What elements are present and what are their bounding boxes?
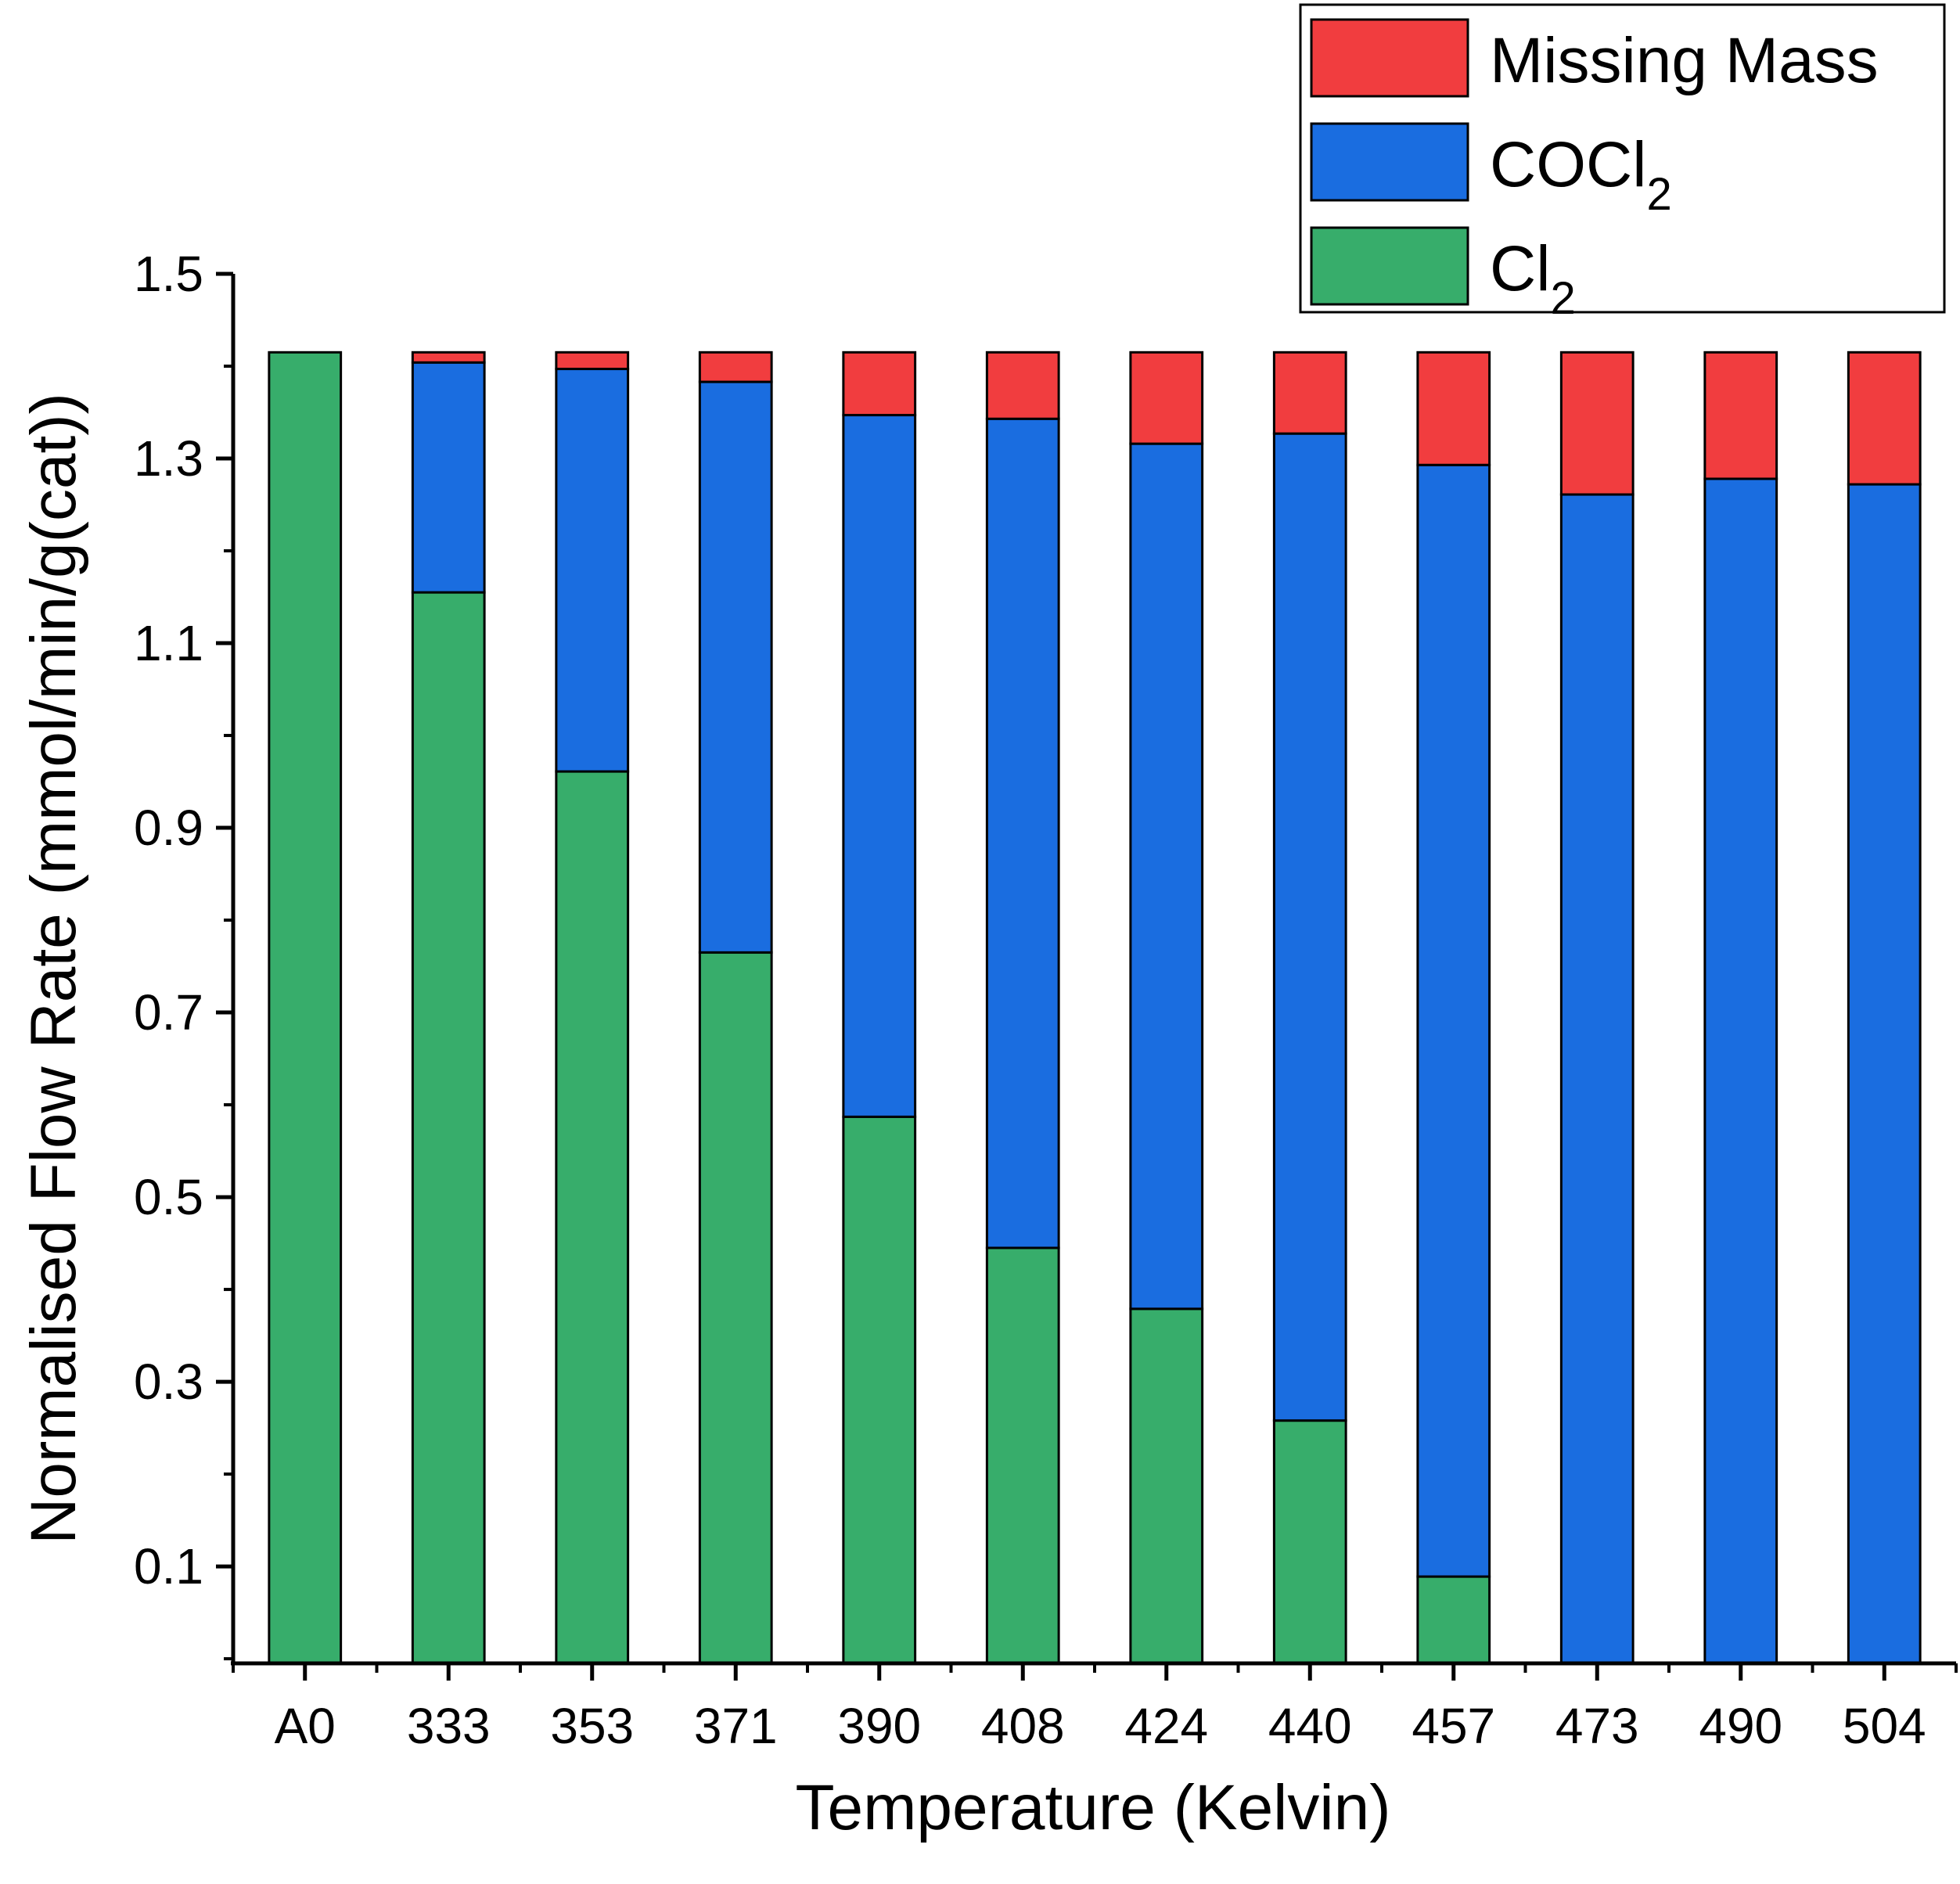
y-tick-label: 0.5 (134, 1169, 203, 1225)
y-axis-title: Normalised Flow Rate (mmol/min/g(cat)) (18, 393, 89, 1544)
bar-segment-missing-mass-457 (1416, 351, 1491, 466)
legend-label-cocl2: COCl2 (1490, 129, 1672, 220)
bar-segment-cocl2-440 (1272, 432, 1347, 1422)
bar-segment-missing-mass-490 (1703, 351, 1778, 480)
x-tick-label: 353 (550, 1698, 634, 1754)
bar-segment-missing-mass-440 (1272, 351, 1347, 435)
bar-segment-missing-mass-408 (985, 351, 1060, 420)
y-tick-label: 1.3 (134, 430, 203, 487)
legend-swatch-cl2 (1310, 226, 1469, 306)
x-tick-label: 424 (1124, 1698, 1208, 1754)
bar-segment-missing-mass-371 (698, 351, 773, 383)
legend-swatch-cocl2 (1310, 122, 1469, 202)
bar-segment-missing-mass-353 (555, 351, 630, 371)
bar-segment-cocl2-353 (555, 368, 630, 773)
bar-segment-cl2-440 (1272, 1419, 1347, 1665)
x-tick-label: 390 (837, 1698, 921, 1754)
bar-segment-cl2-a0 (268, 351, 343, 1665)
bars-layer (268, 351, 1922, 1665)
bar-segment-cocl2-371 (698, 380, 773, 954)
bar-segment-missing-mass-390 (842, 351, 917, 417)
bar-segment-cocl2-390 (842, 414, 917, 1118)
axes-layer (231, 274, 1956, 1666)
x-tick-label: 473 (1555, 1698, 1639, 1754)
bar-segment-cocl2-473 (1559, 493, 1635, 1665)
x-tick-label: 408 (981, 1698, 1065, 1754)
legend-label-missing-mass: Missing Mass (1490, 25, 1879, 96)
x-tick-label: 333 (407, 1698, 491, 1754)
x-ticks: A0 333 353 371 390 408 424 440 457 473 490 504 (232, 1663, 1958, 1754)
bar-segment-cocl2-424 (1129, 442, 1204, 1311)
bar-segment-cocl2-408 (985, 417, 1060, 1249)
x-tick-label: A0 (275, 1698, 336, 1754)
bar-segment-cl2-457 (1416, 1575, 1491, 1665)
y-tick-label: 1.5 (134, 246, 203, 302)
bar-segment-missing-mass-473 (1559, 351, 1635, 496)
legend: Missing Mass COCl2 Cl2 (1299, 3, 1946, 324)
y-tick-label: 0.9 (134, 800, 203, 856)
x-tick-label: 457 (1412, 1698, 1495, 1754)
y-tick-label: 1.1 (134, 615, 203, 671)
x-tick-label: 490 (1699, 1698, 1782, 1754)
y-tick-label: 0.1 (134, 1538, 203, 1595)
bar-segment-cl2-408 (985, 1246, 1060, 1665)
x-tick-label: 371 (694, 1698, 778, 1754)
x-tick-label: 440 (1268, 1698, 1352, 1754)
bar-segment-cl2-424 (1129, 1307, 1204, 1665)
legend-label-cl2: Cl2 (1490, 233, 1576, 324)
bar-segment-cocl2-504 (1847, 483, 1922, 1665)
bar-segment-cl2-371 (698, 951, 773, 1665)
bar-segment-cocl2-333 (411, 361, 486, 594)
bar-segment-cocl2-457 (1416, 463, 1491, 1578)
bar-segment-cl2-333 (411, 591, 486, 1665)
legend-swatch-missing-mass (1310, 18, 1469, 98)
bar-segment-cl2-353 (555, 770, 630, 1665)
x-tick-label: 504 (1843, 1698, 1926, 1754)
y-ticks: 0.1 0.3 0.5 0.7 0.9 1.1 1.3 1.5 (134, 246, 233, 1661)
x-axis-title: Temperature (Kelvin) (795, 1772, 1390, 1843)
bar-segment-missing-mass-504 (1847, 351, 1922, 486)
bar-segment-missing-mass-424 (1129, 351, 1204, 445)
bar-segment-cl2-390 (842, 1115, 917, 1665)
bar-segment-missing-mass-333 (411, 351, 486, 364)
y-tick-label: 0.3 (134, 1354, 203, 1410)
y-tick-label: 0.7 (134, 984, 203, 1041)
bar-segment-cocl2-490 (1703, 477, 1778, 1665)
